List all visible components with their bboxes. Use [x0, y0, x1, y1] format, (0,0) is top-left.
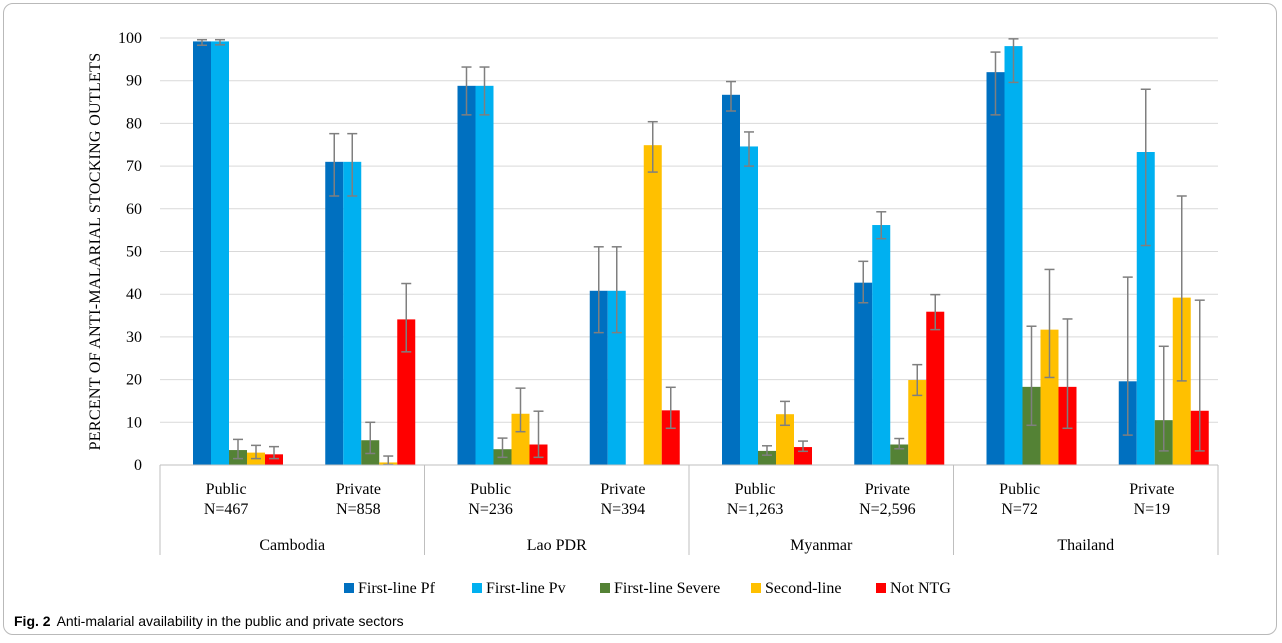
bar [722, 94, 740, 465]
group-label: Lao PDR [527, 537, 587, 554]
x-tick-label-sector: Private [1129, 481, 1174, 498]
y-axis-title: PERCENT OF ANTI-MALARIAL STOCKING OUTLET… [87, 53, 104, 451]
legend-label: First-line Severe [614, 580, 720, 597]
bar [397, 319, 416, 465]
bar [211, 41, 229, 465]
y-tick-label: 70 [126, 158, 142, 175]
y-tick-label: 40 [126, 286, 142, 303]
x-tick-label-n: N=394 [601, 501, 646, 518]
group-label: Thailand [1057, 537, 1114, 554]
caption-label: Fig. 2 [14, 613, 51, 629]
x-tick-label-sector: Public [735, 481, 776, 498]
x-tick-label-sector: Private [336, 481, 381, 498]
bar [511, 413, 530, 465]
bar [1004, 46, 1023, 465]
y-tick-label: 20 [126, 372, 142, 389]
bar [854, 282, 873, 465]
x-tick-label-n: N=858 [336, 501, 381, 518]
legend-swatch [344, 583, 354, 593]
x-tick-label-sector: Public [206, 481, 247, 498]
bar [872, 225, 891, 465]
group-label: Myanmar [790, 537, 853, 554]
y-tick-label: 0 [134, 457, 142, 474]
bar [325, 161, 344, 465]
bar [890, 444, 909, 465]
bar [1040, 329, 1059, 465]
legend-label: First-line Pv [486, 580, 566, 597]
bar [776, 414, 794, 465]
bar [1136, 152, 1155, 465]
y-tick-label: 90 [126, 73, 142, 90]
figure-caption: Fig. 2 Anti-malarial availability in the … [14, 613, 404, 629]
bar [265, 454, 283, 465]
legend-swatch [751, 583, 761, 593]
x-tick-label-sector: Private [865, 481, 910, 498]
x-tick-label-n: N=1,263 [727, 501, 784, 518]
bar [589, 290, 608, 465]
x-tick-label-n: N=2,596 [859, 501, 916, 518]
bar [908, 380, 927, 465]
y-tick-label: 10 [126, 414, 142, 431]
legend-swatch [600, 583, 610, 593]
legend-label: First-line Pf [358, 580, 436, 597]
legend-label: Second-line [765, 580, 841, 597]
legend-swatch [472, 583, 482, 593]
y-tick-label: 100 [118, 30, 142, 47]
x-tick-label-sector: Public [470, 481, 511, 498]
y-tick-label: 30 [126, 329, 142, 346]
x-tick-label-n: N=236 [468, 501, 513, 518]
bar [457, 85, 476, 465]
legend-label: Not NTG [890, 580, 951, 597]
bar [643, 145, 662, 465]
x-tick-label-sector: Private [600, 481, 645, 498]
x-tick-label-n: N=467 [204, 501, 249, 518]
y-tick-label: 80 [126, 115, 142, 132]
group-label: Cambodia [259, 537, 325, 554]
bar [661, 410, 680, 465]
bar [986, 72, 1005, 465]
x-tick-label-n: N=72 [1001, 501, 1038, 518]
bar [926, 311, 945, 465]
figure-frame [3, 3, 1277, 635]
bar [343, 161, 362, 465]
x-tick-label-n: N=19 [1134, 501, 1171, 518]
bar [607, 290, 626, 465]
bar [193, 41, 211, 465]
caption-text: Anti-malarial availability in the public… [56, 613, 404, 629]
y-tick-label: 60 [126, 201, 142, 218]
bar [475, 85, 494, 465]
legend-swatch [876, 583, 886, 593]
y-tick-label: 50 [126, 244, 142, 261]
x-tick-label-sector: Public [999, 481, 1040, 498]
bar [740, 146, 758, 465]
